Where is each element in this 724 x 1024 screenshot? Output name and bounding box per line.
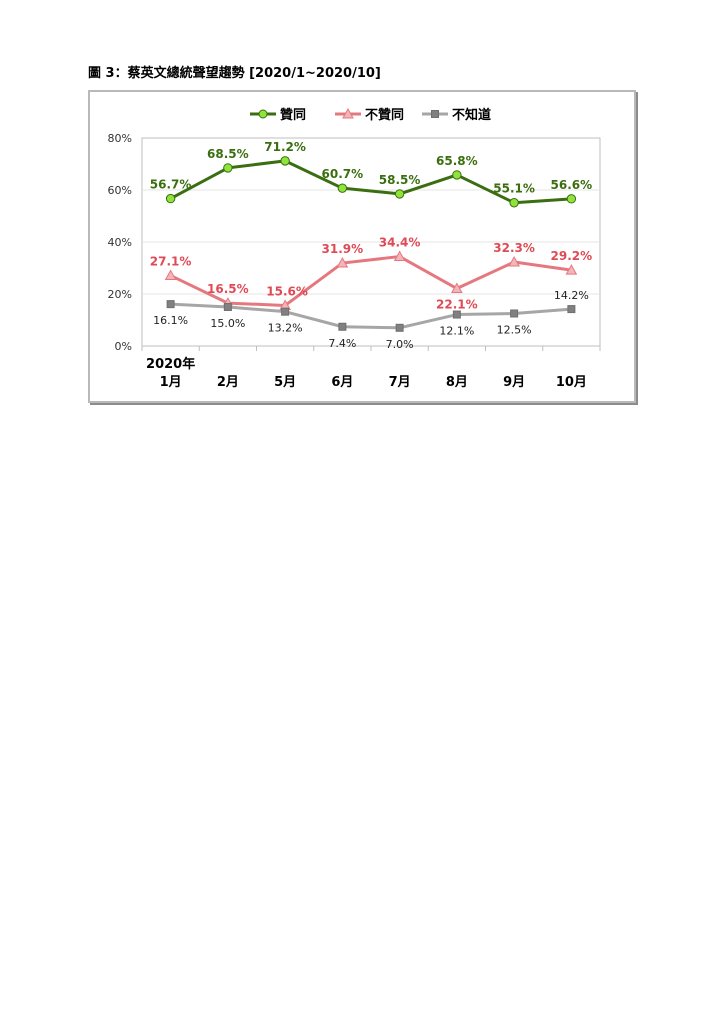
data-point (565, 264, 578, 275)
legend-marker (342, 107, 354, 119)
data-label: 65.8% (436, 154, 478, 168)
y-tick-label: 60% (108, 184, 132, 197)
data-point (223, 163, 233, 173)
y-tick-label: 80% (108, 132, 132, 145)
x-tick-label: 10月 (556, 375, 587, 390)
x-tick-label: 8月 (446, 375, 468, 390)
data-point (166, 300, 175, 309)
legend: 贊同 不贊同 不知道 (250, 107, 491, 123)
data-point (508, 255, 520, 267)
chart-frame: 0% 20% 40% 60% 80% 1月 2月 5月 6月 7月 8月 9月 10月 2020年 56.… (88, 90, 636, 403)
x-tick-label: 2月 (217, 375, 239, 390)
data-label: 32.3% (493, 241, 535, 255)
data-point (509, 198, 519, 208)
legend-marker (431, 110, 439, 118)
x-year-label: 2020年 (146, 356, 195, 372)
data-point (451, 282, 463, 294)
line-chart: 0% 20% 40% 60% 80% 1月 2月 5月 6月 7月 8月 9月 10月 2020年 56.… (108, 107, 601, 390)
data-point (510, 309, 519, 318)
data-label: 16.5% (207, 282, 249, 296)
data-point (452, 170, 462, 180)
legend-label: 不贊同 (365, 107, 404, 123)
series-line (169, 159, 572, 205)
x-tick-label: 7月 (389, 375, 411, 390)
data-point (281, 307, 290, 316)
data-label: 7.4% (328, 337, 356, 350)
legend-label: 贊同 (280, 107, 306, 123)
data-label: 60.7% (322, 167, 364, 181)
data-point (395, 323, 404, 332)
data-label: 15.0% (210, 317, 245, 330)
data-point (452, 310, 461, 319)
legend-label: 不知道 (452, 107, 491, 123)
data-point (164, 269, 177, 281)
data-label: 7.0% (386, 338, 414, 351)
x-tick-label: 6月 (331, 375, 353, 390)
data-point (566, 194, 577, 204)
y-tick-label: 0% (115, 340, 132, 353)
data-label: 68.5% (207, 147, 249, 161)
data-label: 27.1% (150, 255, 192, 269)
series-line (169, 255, 572, 307)
data-label: 22.1% (436, 298, 478, 312)
data-point (393, 250, 406, 262)
data-label: 14.2% (554, 289, 589, 302)
data-point (223, 303, 232, 311)
data-label: 12.5% (497, 324, 532, 337)
data-label: 12.1% (439, 325, 474, 338)
x-tick-label: 5月 (274, 375, 296, 390)
data-label: 29.2% (551, 249, 593, 263)
data-point (394, 189, 405, 199)
legend-marker (258, 109, 268, 119)
series-layer (164, 156, 578, 332)
data-label: 56.6% (551, 178, 593, 192)
data-label: 58.5% (379, 173, 421, 187)
data-label-layer: 56.7% 68.5% 71.2% 60.7% 58.5% 65.8% 55.1% 56.6%… (150, 140, 592, 351)
data-point (338, 322, 347, 331)
data-label: 15.6% (266, 284, 308, 298)
data-label: 56.7% (150, 178, 192, 192)
data-label: 31.9% (322, 242, 364, 256)
data-point (165, 193, 176, 204)
x-tick-label: 9月 (503, 375, 525, 390)
y-tick-label: 40% (108, 236, 132, 249)
data-point (337, 183, 348, 193)
y-tick-label: 20% (108, 288, 132, 301)
series-line (170, 302, 572, 330)
axis-layer: 0% 20% 40% 60% 80% 1月 2月 5月 6月 7月 8月 9月 10月 2020年 (108, 132, 601, 390)
x-tick-label: 1月 (160, 375, 182, 390)
figure-title: 圖 3：蔡英文總統聲望趨勢 [2020/1~2020/10] (88, 66, 381, 81)
data-point (567, 305, 576, 314)
data-label: 16.1% (153, 314, 188, 327)
data-label: 55.1% (493, 182, 535, 196)
data-label: 34.4% (379, 236, 421, 250)
data-label: 71.2% (264, 140, 306, 154)
data-label: 13.2% (268, 322, 303, 335)
data-point (280, 156, 290, 166)
data-point (336, 257, 349, 268)
